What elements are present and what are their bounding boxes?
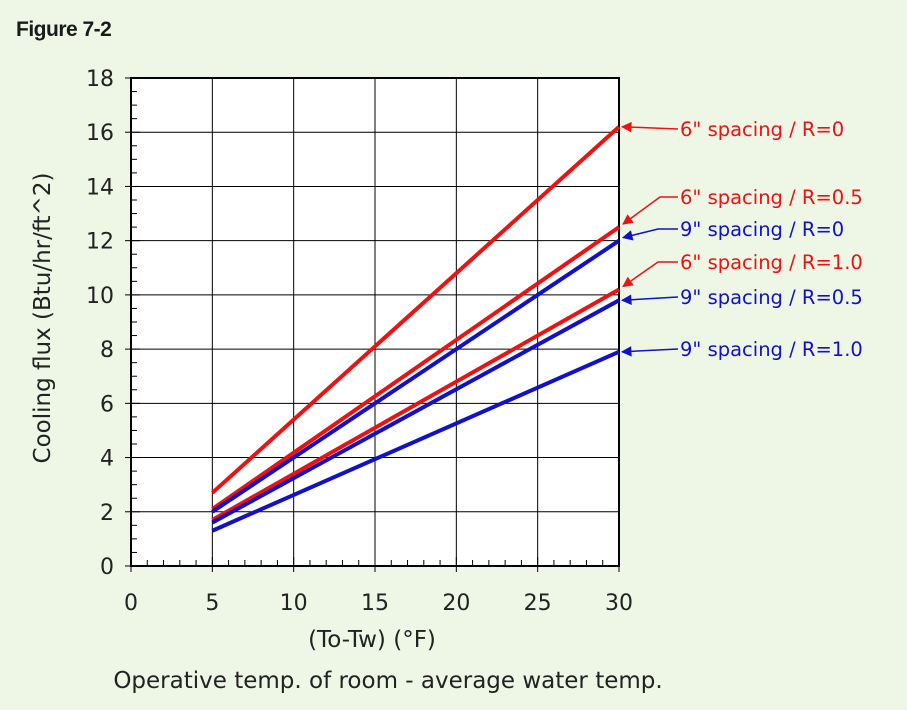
legend-label-3: 9" spacing / R=0 (680, 218, 844, 241)
x-tick-label-5: 5 (205, 591, 219, 616)
y-tick-label-8: 8 (100, 338, 114, 363)
legend-arrow-5 (620, 294, 679, 305)
x-tick-label-10: 10 (280, 591, 308, 616)
x-tick-label-15: 15 (361, 591, 389, 616)
x-tick-label-25: 25 (524, 591, 552, 616)
legend-label-2: 6" spacing / R=0.5 (680, 186, 863, 209)
y-tick-label-18: 18 (86, 67, 114, 92)
y-tick-label-10: 10 (86, 284, 114, 309)
legend-label-1: 6" spacing / R=0 (680, 118, 844, 141)
legend-arrow-6 (620, 346, 679, 357)
y-tick-label-16: 16 (86, 121, 114, 146)
legend-arrow-4 (622, 261, 678, 288)
series-lines (210, 125, 621, 533)
x-tick-labels: 0 5 10 15 20 25 30 (124, 591, 633, 616)
y-axis-title: Cooling flux (Btu/hr/ft^2) (30, 173, 56, 464)
legend-label-5: 9" spacing / R=0.5 (680, 286, 863, 309)
legend-label-4: 6" spacing / R=1.0 (680, 251, 863, 274)
legend: 6" spacing / R=0 6" spacing / R=0.5 9" spa… (620, 118, 863, 361)
x-axis-title: (To-Tw) (°F) (308, 627, 436, 653)
series-line-5 (211, 298, 620, 525)
x-tick-label-20: 20 (442, 591, 470, 616)
series-line-6 (211, 349, 620, 533)
y-tick-label-12: 12 (86, 230, 114, 255)
series-line-1 (210, 125, 621, 495)
y-tick-label-14: 14 (86, 175, 114, 200)
x-tick-label-0: 0 (124, 591, 138, 616)
figure-label: Figure 7-2 (16, 18, 112, 41)
y-tick-labels: 0 2 4 6 8 10 12 14 16 18 (86, 67, 114, 580)
plot-frame (130, 77, 620, 567)
y-tick-label-4: 4 (100, 447, 114, 472)
y-tick-label-0: 0 (100, 555, 114, 580)
x-axis-subtitle: Operative temp. of room - average water … (113, 668, 662, 694)
series-line-3 (211, 239, 621, 514)
x-tick-label-30: 30 (605, 591, 633, 616)
y-tick-label-6: 6 (100, 392, 114, 417)
series-line-2 (211, 225, 621, 511)
legend-arrow-3 (621, 228, 678, 241)
y-tick-label-2: 2 (100, 501, 114, 526)
legend-arrow-1 (620, 121, 679, 133)
legend-arrow-2 (622, 196, 678, 225)
legend-label-6: 9" spacing / R=1.0 (680, 338, 863, 361)
series-line-4 (211, 287, 620, 522)
